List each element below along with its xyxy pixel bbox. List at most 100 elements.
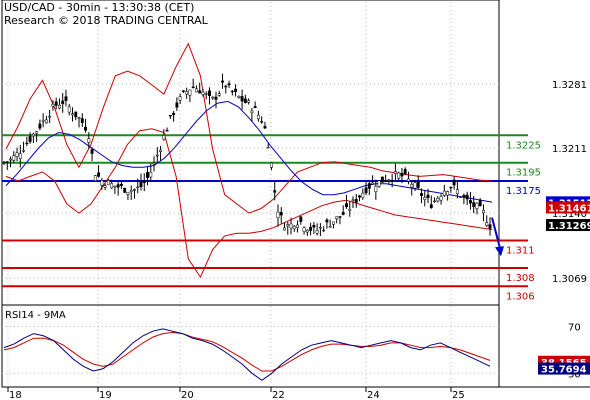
candle-body (100, 180, 104, 186)
lower-bollinger-band (5, 128, 493, 279)
price-y-tick-label: 1.3069 (552, 274, 587, 285)
candle-body (67, 106, 71, 113)
candle-body (309, 226, 313, 231)
candle-body (462, 195, 466, 198)
candle-body (436, 197, 440, 202)
candle-body (341, 212, 345, 215)
candle-body (361, 192, 365, 198)
candle-body (315, 230, 319, 234)
candle-body (35, 131, 39, 134)
candle-body (250, 110, 254, 113)
candle-body (214, 96, 218, 100)
candle-body (74, 111, 78, 118)
price-value-tag (546, 201, 590, 214)
rsi-panel-frame (1, 304, 500, 388)
candle-body (44, 119, 48, 124)
candle-body (198, 90, 202, 94)
candle-body (423, 197, 427, 200)
candle-body (400, 172, 404, 177)
candle-body (371, 182, 375, 185)
x-tick-label: 18 (9, 390, 22, 400)
candle-body (397, 172, 401, 179)
candle-body (18, 153, 22, 159)
candle-body (296, 224, 300, 228)
candle-body (247, 100, 251, 103)
candle-body (374, 186, 378, 193)
candle-body (159, 149, 163, 152)
candle-body (51, 103, 55, 107)
level-label: 1.306 (506, 291, 535, 302)
candle-body (165, 130, 169, 132)
x-tick-label: 25 (452, 390, 465, 400)
candle-body (54, 101, 58, 106)
candle-body (367, 183, 371, 189)
candle-body (452, 179, 456, 186)
candle-body (129, 190, 133, 192)
candle-body (90, 149, 94, 154)
candle-body (305, 229, 309, 233)
candle-body (446, 191, 450, 196)
price-value-tag (546, 219, 590, 232)
candle-body (237, 95, 241, 98)
rsi-panel-title: RSI14 - 9MA (5, 310, 66, 321)
candle-body (119, 183, 123, 186)
candle-body (113, 185, 117, 188)
candle-body (407, 178, 410, 182)
candle-body (9, 158, 12, 161)
candle-body (77, 117, 81, 119)
candle-body (283, 227, 286, 231)
candle-body (64, 96, 68, 101)
price-y-tick-label: 1.3211 (552, 144, 587, 155)
candle-body (80, 118, 84, 123)
candle-body (403, 169, 407, 174)
candle-body (123, 188, 127, 193)
x-tick-label: 22 (272, 390, 285, 400)
candle-body (97, 172, 101, 177)
candle-body (146, 172, 149, 179)
candle-body (106, 180, 110, 185)
candle-body (155, 154, 159, 157)
projection-arrow-shaft (491, 217, 501, 249)
upper-bollinger-band (5, 42, 493, 214)
candle-body (185, 91, 189, 95)
candle-body (31, 133, 35, 137)
candle-body (345, 203, 348, 208)
candle-body (71, 113, 74, 116)
candle-body (48, 115, 52, 118)
candle-body (5, 161, 9, 163)
candle-body (302, 227, 306, 232)
candle-body (103, 185, 107, 188)
candle-body (358, 195, 361, 198)
candle-body (380, 176, 384, 183)
price-panel-frame (1, 0, 500, 306)
x-tick-label: 24 (367, 390, 380, 400)
candle-body (465, 194, 469, 200)
candle-body (87, 138, 91, 143)
candle-body (413, 182, 417, 189)
rsi-value-tag (538, 362, 590, 375)
candle-body (354, 198, 358, 203)
candle-body (178, 96, 182, 101)
candle-body (22, 150, 26, 152)
price-value-tag-label: 1.31461 (548, 203, 590, 214)
candle-body (221, 80, 224, 83)
candle-body (482, 210, 485, 214)
candle-body (224, 85, 228, 88)
candle-body (253, 106, 257, 108)
level-label: 1.311 (506, 246, 535, 257)
price-value-tag-label: 1.31269 (548, 221, 590, 232)
candle-body (256, 114, 260, 120)
moving-average-line (5, 100, 493, 203)
candle-body (41, 119, 45, 122)
candle-body (312, 224, 316, 228)
level-label: 1.3225 (506, 140, 541, 151)
candle-body (15, 152, 19, 157)
candle-body (136, 186, 140, 188)
candle-body (420, 193, 423, 196)
candle-body (188, 89, 192, 96)
candle-body (393, 171, 397, 174)
candle-body (299, 216, 303, 222)
level-label: 1.308 (506, 273, 535, 284)
candle-body (168, 115, 172, 117)
